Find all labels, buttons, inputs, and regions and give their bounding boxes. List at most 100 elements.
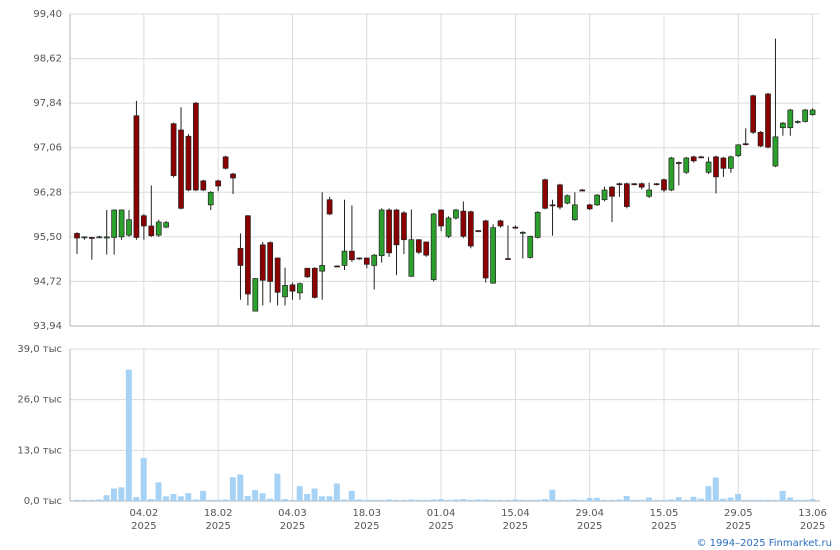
volume-bar — [601, 499, 608, 501]
volume-bar — [430, 499, 437, 501]
volume-bar — [556, 499, 563, 501]
candle-body — [698, 156, 704, 159]
volume-bar — [73, 499, 80, 501]
volume-bar — [512, 499, 519, 501]
candle-body — [579, 189, 586, 192]
y-tick-label: 96,28 — [33, 187, 62, 198]
volume-bar — [385, 499, 392, 501]
volume-bar — [534, 499, 541, 501]
volume-bar — [482, 499, 489, 501]
candle-body — [341, 250, 348, 266]
candle-body — [802, 109, 809, 122]
candle-body — [207, 191, 214, 206]
volume-bar — [757, 499, 764, 501]
volume-bar — [259, 493, 266, 501]
volume-bar — [214, 499, 221, 501]
volume-bar — [133, 497, 140, 501]
volume-bar — [296, 486, 303, 501]
candle-body — [274, 257, 281, 293]
volume-bar — [266, 498, 273, 501]
x-tick-sublabel: 2025 — [205, 521, 230, 532]
volume-bar — [378, 499, 385, 501]
volume-bar — [541, 499, 548, 501]
x-tick-sublabel: 2025 — [800, 521, 825, 532]
candle-body — [490, 227, 496, 284]
candle-body — [690, 156, 697, 162]
candle-body — [126, 219, 132, 236]
y-tick-label: 97,06 — [33, 143, 62, 154]
candle-body — [482, 220, 489, 279]
volume-bar — [475, 499, 482, 501]
volume-bar — [608, 499, 615, 501]
candle-body — [222, 156, 229, 169]
volume-bar — [794, 499, 801, 501]
candle-body — [557, 184, 563, 208]
volume-bar — [281, 499, 288, 501]
x-tick-sublabel: 2025 — [428, 521, 453, 532]
x-tick-label: 15.05 — [650, 508, 679, 519]
volume-bar — [772, 499, 779, 501]
candle-body — [497, 220, 504, 227]
volume-bar — [653, 499, 660, 501]
volume-bar — [170, 493, 177, 501]
volume-bar — [764, 499, 771, 501]
candle-body — [512, 226, 519, 229]
x-tick-label: 18.02 — [204, 508, 233, 519]
x-tick-sublabel: 2025 — [503, 521, 528, 532]
y-tick-label: 97,84 — [33, 98, 62, 109]
candle-body — [594, 194, 600, 206]
volume-bar — [118, 487, 125, 501]
candle-body — [386, 209, 392, 254]
volume-bar — [371, 499, 378, 501]
volume-bar — [586, 497, 593, 501]
volume-bar — [809, 499, 816, 501]
volume-tick-label: 26,0 тыс — [17, 395, 62, 406]
candle-body — [148, 225, 155, 237]
candle-body — [467, 211, 474, 247]
candle-body — [267, 242, 274, 282]
candle-body — [237, 247, 244, 266]
volume-bar — [705, 486, 712, 501]
candle-body — [334, 265, 340, 268]
x-tick-label: 29.05 — [724, 508, 753, 519]
candle-body — [200, 180, 207, 191]
candle-body — [423, 241, 430, 256]
candle-body — [616, 183, 623, 186]
candle-body — [349, 250, 355, 261]
volume-bar — [393, 499, 400, 501]
candle-body — [571, 204, 578, 221]
candle-body — [111, 209, 118, 238]
candle-body — [586, 204, 593, 210]
x-tick-label: 15.04 — [501, 508, 530, 519]
candle-body — [742, 143, 749, 146]
candle-body — [141, 215, 147, 227]
candle-body — [74, 233, 80, 239]
candle-body — [542, 179, 548, 209]
volume-bar — [742, 499, 749, 501]
candle-body — [393, 209, 400, 246]
volume-bar — [311, 488, 318, 501]
volume-bar — [162, 496, 169, 501]
candle-body — [408, 239, 415, 277]
candle-body — [809, 109, 816, 115]
volume-bar — [437, 499, 444, 501]
candle-body — [170, 123, 177, 177]
volume-bar — [415, 499, 422, 501]
volume-bar — [749, 499, 756, 501]
volume-bar — [400, 499, 407, 501]
x-tick-sublabel: 2025 — [651, 521, 676, 532]
volume-bar — [103, 495, 110, 501]
candle-body — [193, 102, 199, 191]
candle-body — [780, 122, 786, 129]
volume-bar — [564, 499, 571, 501]
candle-body — [289, 284, 296, 292]
volume-tick-label: 39,0 тыс — [17, 344, 62, 355]
x-tick-sublabel: 2025 — [354, 521, 379, 532]
volume-bar — [445, 499, 452, 501]
credit: © 1994–2025 Finmarket.ru — [696, 538, 832, 549]
volume-bar — [229, 477, 236, 501]
y-tick-label: 95,50 — [33, 232, 62, 243]
candle-body — [475, 230, 482, 232]
